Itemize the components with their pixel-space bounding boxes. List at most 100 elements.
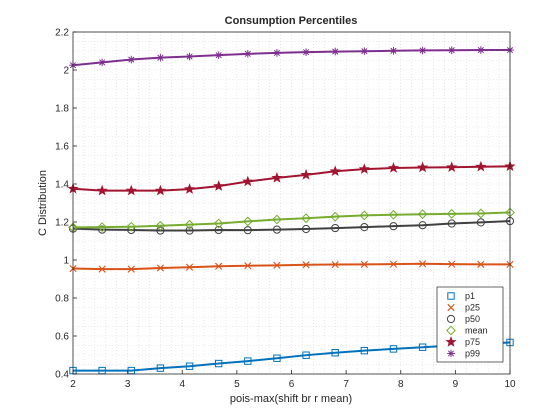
data-point-p50 [447,219,456,228]
data-point-p50 [360,223,369,232]
data-point-p99 [185,52,194,61]
y-tick-label: 0.8 [55,294,69,305]
data-point-p25 [185,263,194,271]
data-point-p50 [418,221,427,230]
data-point-p75 [242,175,254,187]
chart-title: Consumption Percentiles [225,15,358,27]
data-point-p25 [302,261,310,269]
series-p99 [69,46,514,70]
data-point-p25 [215,262,223,270]
y-tick-label: 1 [63,256,69,267]
data-point-mean [213,218,224,229]
data-point-mean [242,216,253,227]
axis-ticks: 2 3 4 5 6 7 8 9 10 0.4 0.6 0.8 1 1.2 1.4 1.6 1.8 2 2.2 [55,28,516,391]
y-tick-label: 0.6 [55,332,69,343]
data-point-p75 [300,169,312,180]
data-point-p1 [273,354,281,362]
data-point-p25 [360,260,368,268]
data-point-p1 [360,346,369,355]
data-point-p50 [243,226,252,235]
data-point-mean [155,220,166,231]
data-point-p1 [331,349,339,357]
data-point-p99 [360,47,369,55]
data-point-p1 [156,364,165,372]
data-point-mean [359,210,370,221]
data-point-p25 [389,260,398,268]
data-point-p25 [419,260,427,268]
data-point-p1 [389,345,398,353]
data-point-p50 [156,226,165,235]
series-p25 [69,260,514,273]
data-point-p50 [389,222,398,231]
data-point-p25 [244,262,252,270]
data-point-p25 [98,265,106,273]
x-tick-label: 7 [343,379,349,390]
data-point-p99 [477,46,485,54]
x-tick-label: 5 [234,379,240,390]
data-point-p75 [154,184,166,196]
data-point-p1 [302,351,310,359]
data-point-p75 [446,161,458,173]
data-point-p25 [127,265,135,273]
legend-label-mean: mean [465,326,488,336]
data-point-mean [301,213,311,224]
x-tick-label: 3 [125,379,131,390]
data-point-mean [184,219,195,230]
legend-marker-p25 [447,303,455,312]
data-point-p50 [331,223,340,233]
data-point-mean [417,209,428,220]
y-tick-label: 1.8 [55,104,69,115]
y-tick-label: 1.4 [55,180,69,191]
data-point-p25 [156,264,164,272]
x-axis-label: pois-max(shift br r mean) [230,393,352,405]
series-line-p50 [72,220,511,232]
data-point-p50 [301,224,311,234]
data-point-p50 [98,225,107,234]
y-tick-label: 1.6 [55,142,69,153]
legend-marker-p1 [447,292,455,300]
series-line-p99 [72,49,510,67]
data-point-p25 [331,260,339,269]
data-point-p1 [185,362,194,370]
data-point-p50 [214,225,223,235]
data-point-p25 [448,260,456,268]
data-point-p99 [418,46,427,55]
data-point-mean [97,222,108,233]
legend-label-p1: p1 [465,291,475,301]
data-point-p50 [476,218,485,227]
data-point-p75 [358,163,370,174]
data-point-p75 [213,180,225,191]
x-tick-label: 4 [179,379,185,390]
x-tick-label: 6 [289,379,295,390]
data-point-p1 [214,359,223,368]
series-line-p75 [72,165,511,192]
data-point-p99 [273,49,281,57]
data-point-p75 [271,172,283,183]
legend-marker-mean [446,325,456,336]
x-tick-label: 2 [70,379,76,390]
data-point-mean [388,209,399,220]
data-point-p50 [272,225,282,234]
legend-label-p75: p75 [465,337,480,347]
data-point-p75 [387,162,400,173]
data-point-p99 [389,47,398,55]
legend-marker-p50 [446,314,456,324]
data-point-mean [475,208,486,219]
data-point-p99 [98,58,106,67]
data-point-p25 [477,260,485,268]
data-point-mean [272,214,282,225]
x-tick-label: 10 [504,379,516,390]
data-point-p99 [302,48,310,56]
y-tick-label: 2.2 [55,28,69,39]
data-point-p50 [185,226,194,235]
legend-marker-p99 [447,349,455,358]
data-point-p99 [214,51,223,59]
series-mean [68,207,515,233]
series-lines [67,46,516,375]
data-point-p99 [156,53,165,62]
data-point-p75 [417,161,429,173]
data-point-p99 [127,55,136,64]
data-point-p75 [329,165,341,177]
